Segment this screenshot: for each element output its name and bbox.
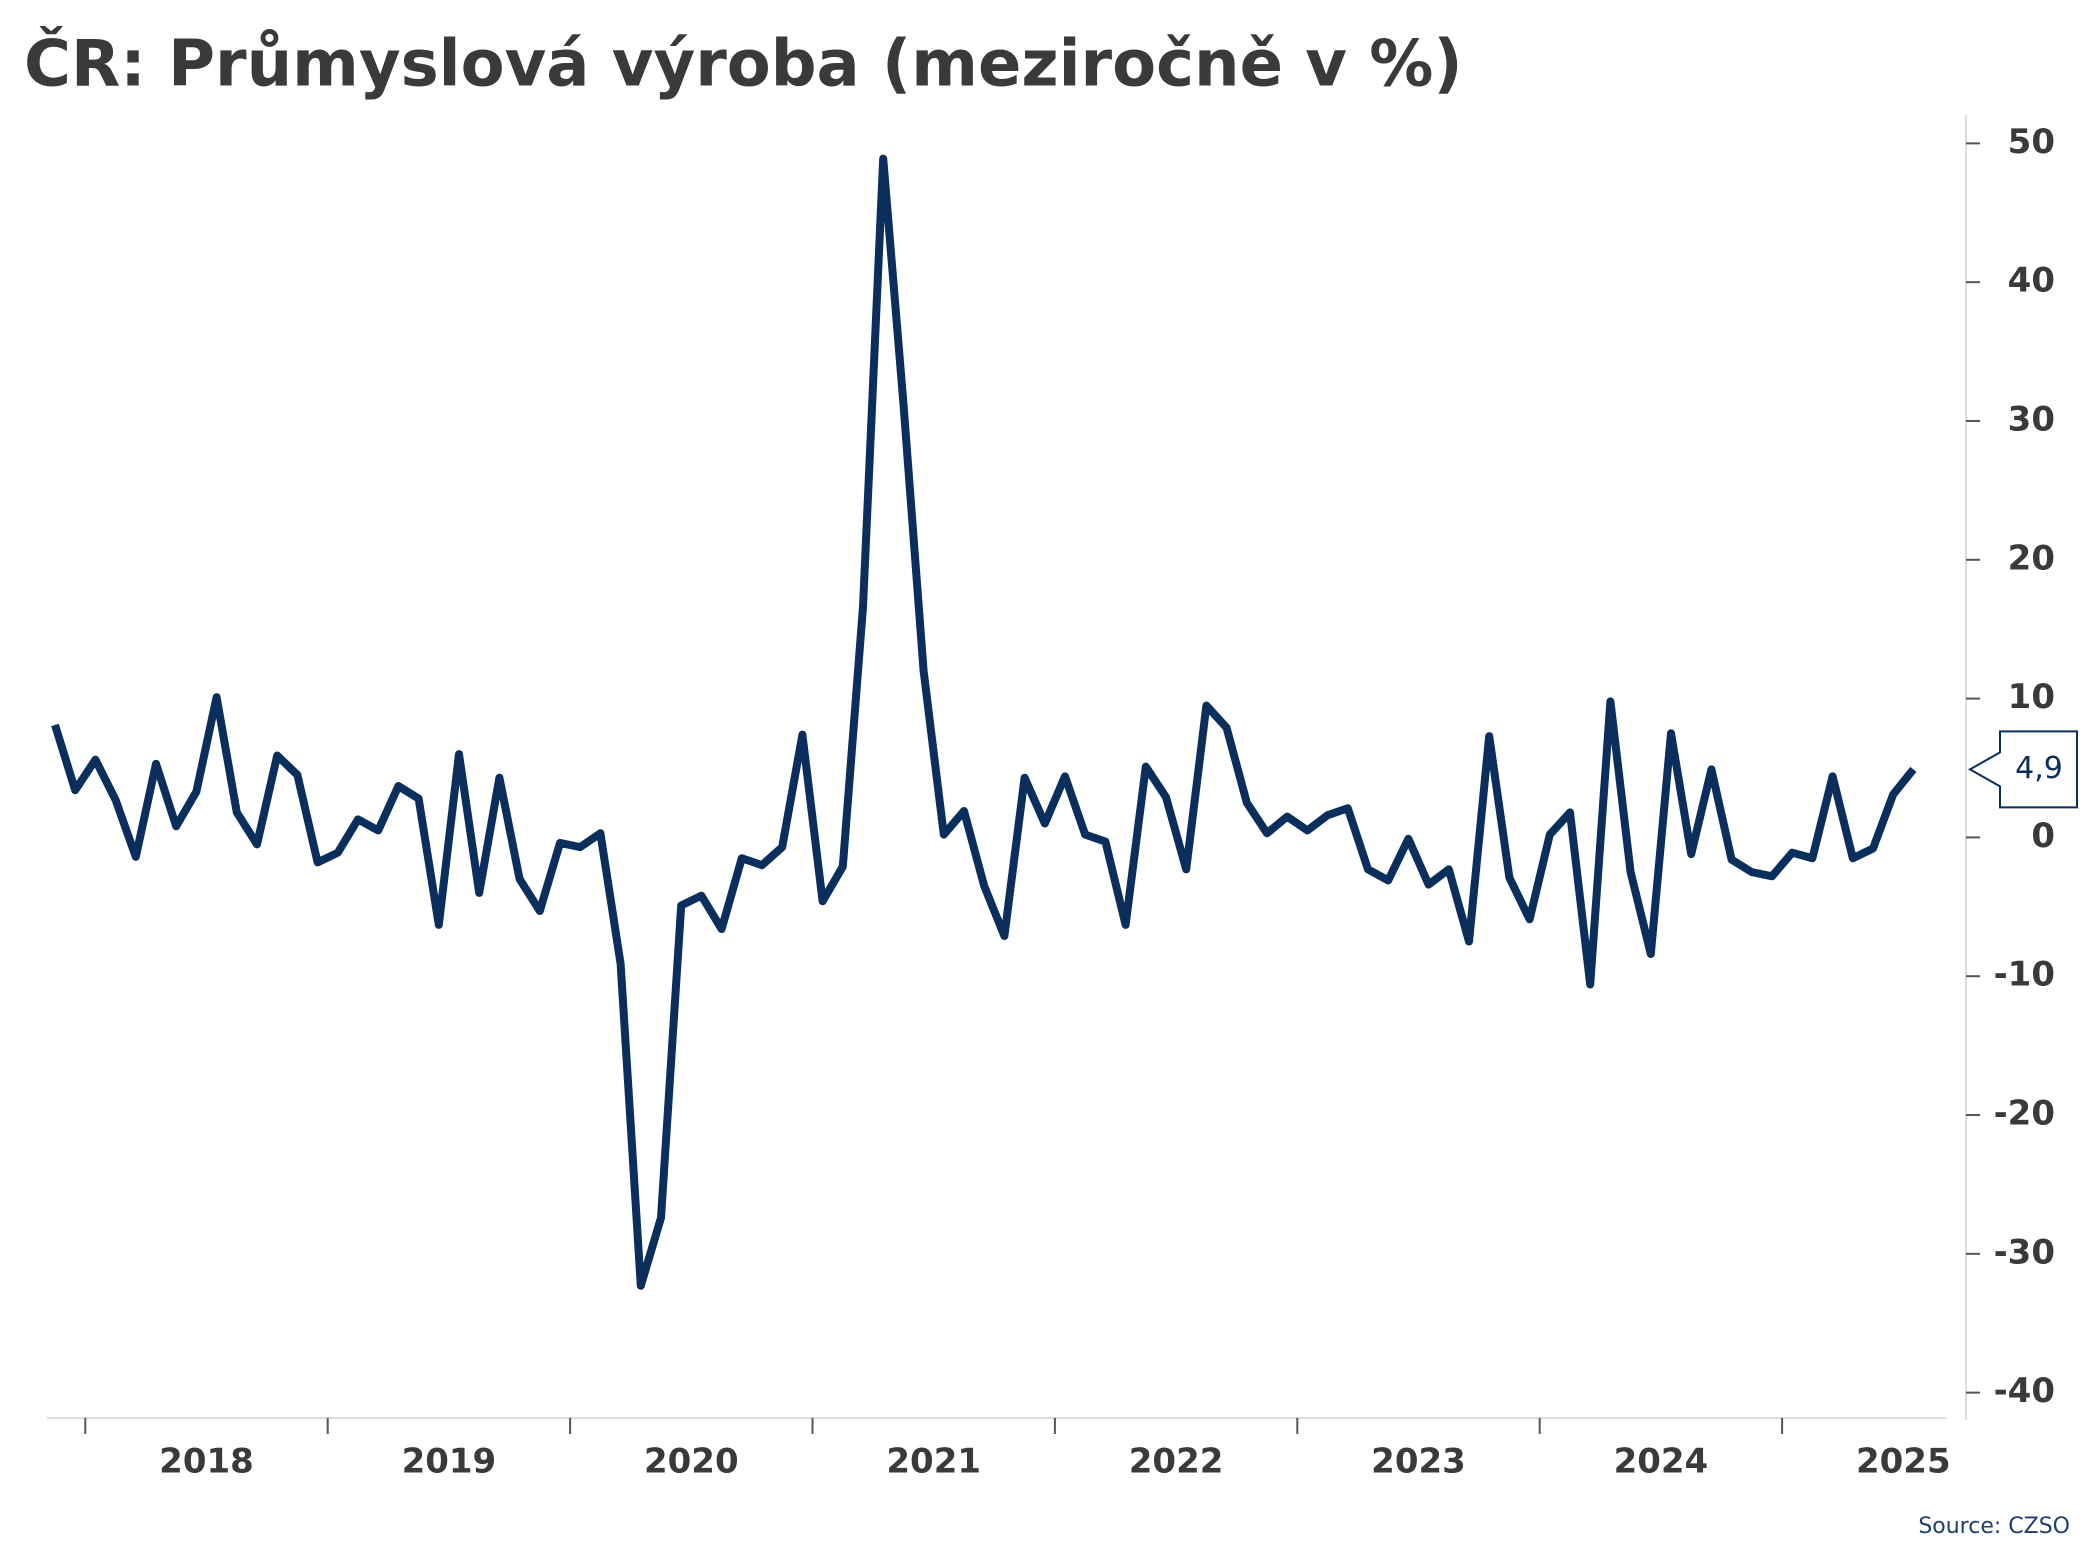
y-tick-label: -20	[1994, 1094, 2055, 1134]
y-tick-label: 20	[2008, 538, 2055, 578]
chart-title: ČR: Průmyslová výroba (meziročně v %)	[24, 26, 1463, 102]
y-tick-label: 50	[2008, 122, 2055, 162]
y-tick-label: 10	[2008, 677, 2055, 717]
source: Source: CZSO	[1918, 1514, 2070, 1539]
line	[51, 154, 1917, 1290]
value-label: 4,9	[2015, 751, 2063, 786]
y-tick-label: -10	[1994, 955, 2055, 995]
y-tick-label: -40	[1994, 1371, 2055, 1411]
y-tick-label: 40	[2008, 261, 2055, 301]
x-tick-label: 2024	[1614, 1442, 1709, 1482]
value-label-box	[1967, 730, 2078, 809]
x-tick-label: 2020	[644, 1442, 739, 1482]
x-tick-label: 2019	[402, 1442, 497, 1482]
x-tick-label: 2021	[886, 1442, 981, 1482]
x-tick-label: 2025	[1856, 1442, 1951, 1482]
x-tick-label: 2023	[1371, 1442, 1466, 1482]
y-tick-label: 30	[2008, 399, 2055, 439]
x-tick-label: 2022	[1129, 1442, 1224, 1482]
x-tick-label: 2018	[159, 1442, 254, 1482]
y-tick-label: 0	[2031, 816, 2055, 856]
y-tick-label: -30	[1994, 1232, 2055, 1272]
